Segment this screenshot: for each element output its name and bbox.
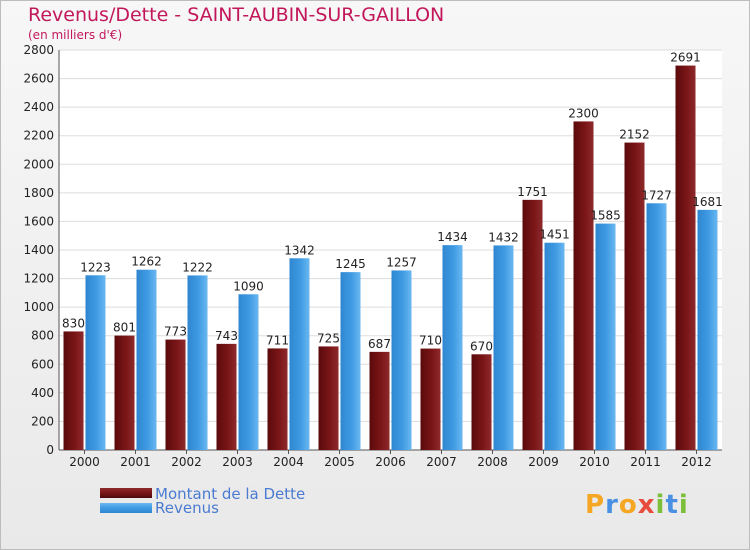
bar-revenus xyxy=(646,203,667,450)
data-label-dette: 830 xyxy=(62,316,85,330)
legend-label-revenus: Revenus xyxy=(155,499,219,517)
data-label-dette: 801 xyxy=(113,321,136,335)
proxiti-logo: Proxiti xyxy=(585,490,689,520)
legend-label-dette: Montant de la Dette xyxy=(155,485,306,503)
bar-revenus xyxy=(340,272,361,450)
y-tick-label: 1200 xyxy=(23,272,54,286)
x-tick-label: 2010 xyxy=(579,455,610,469)
bar-revenus xyxy=(238,294,259,450)
y-tick-label: 800 xyxy=(31,329,54,343)
bar-dette xyxy=(522,199,543,450)
x-tick-label: 2005 xyxy=(324,455,355,469)
logo-letter: r xyxy=(605,490,619,520)
y-tick-label: 2800 xyxy=(23,43,54,57)
data-label-dette: 743 xyxy=(215,329,238,343)
data-label-revenus: 1681 xyxy=(692,195,723,209)
y-tick-label: 0 xyxy=(46,443,54,457)
bar-dette xyxy=(318,346,339,450)
data-label-revenus: 1727 xyxy=(641,188,672,202)
bar-revenus xyxy=(697,209,718,450)
data-label-dette: 2152 xyxy=(619,128,650,142)
data-label-dette: 670 xyxy=(470,339,493,353)
y-tick-label: 1800 xyxy=(23,186,54,200)
x-tick-label: 2002 xyxy=(171,455,202,469)
data-label-revenus: 1434 xyxy=(437,230,468,244)
bar-revenus xyxy=(136,269,157,450)
x-tick-label: 2012 xyxy=(681,455,712,469)
y-tick-label: 400 xyxy=(31,386,54,400)
x-tick-label: 2001 xyxy=(120,455,151,469)
data-label-revenus: 1451 xyxy=(539,228,570,242)
chart-title: Revenus/Dette - SAINT-AUBIN-SUR-GAILLON xyxy=(28,4,445,26)
x-tick-label: 2000 xyxy=(69,455,100,469)
data-label-revenus: 1257 xyxy=(386,255,417,269)
y-tick-label: 2600 xyxy=(23,72,54,86)
y-tick-label: 2200 xyxy=(23,129,54,143)
logo-letter: o xyxy=(618,490,638,520)
x-tick-label: 2008 xyxy=(477,455,508,469)
bar-revenus xyxy=(493,245,514,450)
bar-dette xyxy=(675,65,696,451)
logo-letter: x xyxy=(637,490,656,520)
data-label-revenus: 1262 xyxy=(131,255,162,269)
bar-revenus xyxy=(544,242,565,450)
data-label-dette: 773 xyxy=(164,325,187,339)
logo-letter: i xyxy=(678,490,689,520)
data-label-revenus: 1585 xyxy=(590,209,621,223)
bar-revenus xyxy=(595,223,616,450)
bar-revenus xyxy=(187,275,208,450)
x-tick-label: 2006 xyxy=(375,455,406,469)
bar-dette xyxy=(216,343,237,450)
bar-dette xyxy=(624,142,645,451)
bar-revenus xyxy=(289,258,310,450)
y-tick-label: 200 xyxy=(31,414,54,428)
y-tick-label: 2000 xyxy=(23,157,54,171)
data-label-revenus: 1223 xyxy=(80,260,111,274)
logo-letter: i xyxy=(655,490,666,520)
chart-subtitle: (en milliers d'€) xyxy=(28,28,123,42)
y-tick-label: 1000 xyxy=(23,300,54,314)
x-tick-label: 2011 xyxy=(630,455,661,469)
y-tick-label: 1600 xyxy=(23,214,54,228)
bar-dette xyxy=(420,348,441,450)
data-label-revenus: 1432 xyxy=(488,230,519,244)
data-label-dette: 725 xyxy=(317,331,340,345)
bar-dette xyxy=(369,351,390,450)
bar-dette xyxy=(63,331,84,450)
bar-revenus xyxy=(442,245,463,450)
data-label-revenus: 1090 xyxy=(233,279,264,293)
data-label-dette: 2691 xyxy=(670,51,701,65)
legend-swatch-dette xyxy=(100,488,152,498)
logo-letter: t xyxy=(665,490,679,520)
data-label-dette: 687 xyxy=(368,337,391,351)
y-tick-label: 1400 xyxy=(23,243,54,257)
bar-dette xyxy=(165,339,186,450)
data-label-dette: 710 xyxy=(419,334,442,348)
data-label-dette: 2300 xyxy=(568,106,599,120)
x-tick-label: 2009 xyxy=(528,455,559,469)
data-label-revenus: 1222 xyxy=(182,260,213,274)
bar-dette xyxy=(267,348,288,450)
data-label-dette: 711 xyxy=(266,333,289,347)
data-label-dette: 1751 xyxy=(517,185,548,199)
x-tick-label: 2003 xyxy=(222,455,253,469)
x-tick-label: 2004 xyxy=(273,455,304,469)
logo-letter: P xyxy=(585,490,606,520)
data-label-revenus: 1245 xyxy=(335,257,366,271)
bar-revenus xyxy=(391,270,412,450)
bar-dette xyxy=(471,354,492,450)
y-tick-label: 2400 xyxy=(23,100,54,114)
y-tick-label: 600 xyxy=(31,357,54,371)
data-label-revenus: 1342 xyxy=(284,243,315,257)
bar-revenus xyxy=(85,275,106,450)
legend-swatch-revenus xyxy=(100,503,152,513)
x-tick-label: 2007 xyxy=(426,455,457,469)
bar-dette xyxy=(114,335,135,450)
bar-dette xyxy=(573,121,594,450)
